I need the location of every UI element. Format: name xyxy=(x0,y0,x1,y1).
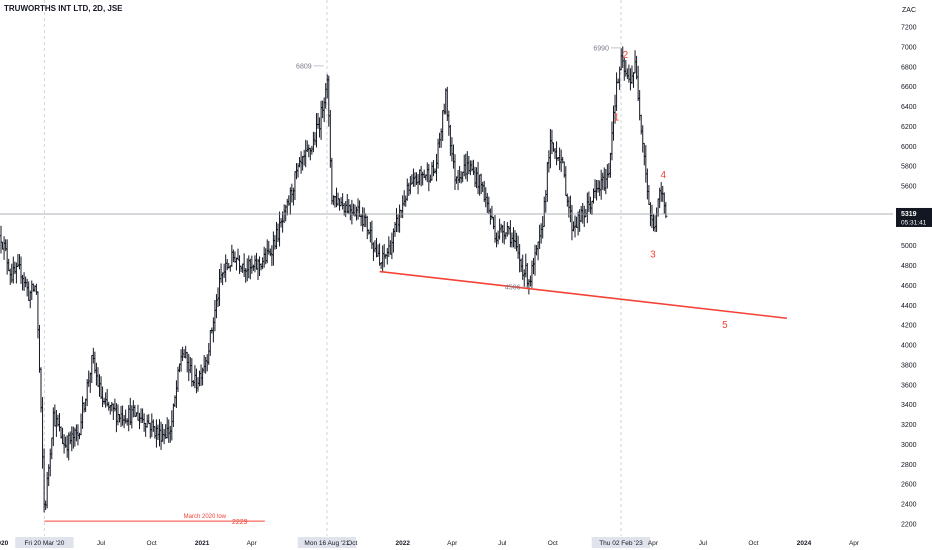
march-2020-low-value: 2229 xyxy=(232,519,248,526)
currency-label: ZAC xyxy=(902,7,916,14)
price-tick-label: 5600 xyxy=(901,184,917,191)
time-tick-label: Apr xyxy=(447,540,458,547)
price-tick-label: 4800 xyxy=(901,263,917,270)
ohlc-bar xyxy=(664,202,668,219)
time-highlight-badge xyxy=(15,537,74,548)
wave-label: 1 xyxy=(614,112,620,123)
current-price-value: 5319 xyxy=(901,211,917,218)
price-tick-label: 3800 xyxy=(901,362,917,369)
price-tick-label: 3200 xyxy=(901,422,917,429)
time-highlight-badge xyxy=(591,537,651,548)
time-tick-label: Apr xyxy=(849,540,860,547)
time-tick-label: Oct xyxy=(347,540,357,547)
time-tick-label: Oct xyxy=(748,540,758,547)
chart-title: TRUWORTHS INT LTD, 2D, JSE xyxy=(4,4,123,13)
price-tick-label: 6200 xyxy=(901,124,917,131)
ohlc-bars xyxy=(0,46,668,513)
current-price-badge xyxy=(896,207,932,227)
time-highlight-label: Fri 20 Mar '20 xyxy=(24,540,64,547)
bar-countdown: 05:31:41 xyxy=(901,219,927,226)
time-tick-label: Jul xyxy=(97,540,106,547)
price-tick-label: 6000 xyxy=(901,144,917,151)
time-tick-label: Jul xyxy=(699,540,708,547)
price-tick-label: 2800 xyxy=(901,462,917,469)
price-tick-label: 6400 xyxy=(901,104,917,111)
price-tick-label: 2400 xyxy=(901,502,917,509)
drawings xyxy=(0,213,893,522)
time-tick-label: Apr xyxy=(247,540,258,547)
vertical-crosshair-lines xyxy=(43,0,622,536)
wave-label: 4 xyxy=(661,170,667,181)
price-annotation-label: 6990 xyxy=(593,45,609,52)
price-tick-label: 2600 xyxy=(901,482,917,489)
time-tick-label: 2020 xyxy=(0,540,9,547)
time-highlight-label: Mon 16 Aug '21 xyxy=(304,540,349,547)
time-tick-label: Oct xyxy=(548,540,558,547)
price-tick-label: 5000 xyxy=(901,243,917,250)
price-tick-label: 4600 xyxy=(901,283,917,290)
time-highlight-label: Thu 02 Feb '23 xyxy=(599,540,643,547)
price-tick-label: 7200 xyxy=(901,25,917,32)
price-tick-label: 7000 xyxy=(901,44,917,51)
time-tick-label: Jul xyxy=(498,540,507,547)
time-tick-label: Oct xyxy=(147,540,157,547)
price-tick-label: 3600 xyxy=(901,382,917,389)
time-tick-label: 2024 xyxy=(797,540,812,547)
time-tick-label: 2022 xyxy=(396,540,411,547)
price-tick-label: 6600 xyxy=(901,84,917,91)
price-annotation-label: 6809 xyxy=(296,63,312,70)
price-tick-label: 3000 xyxy=(901,442,917,449)
price-tick-label: 6800 xyxy=(901,64,917,71)
price-annotation-label: 4586 xyxy=(505,284,521,291)
wave-label: 2 xyxy=(623,50,629,61)
wave-label: 3 xyxy=(650,250,656,261)
price-tick-label: 3400 xyxy=(901,402,917,409)
time-highlight-badge xyxy=(297,537,357,548)
march-2020-low-label: March 2020 low xyxy=(184,514,227,520)
wave-label: 5 xyxy=(722,320,728,331)
price-axis[interactable]: ZAC 2200 2400 2600 2800 3000 3200 3400 3600 3800 4… xyxy=(896,7,932,529)
price-tick-label: 5800 xyxy=(901,164,917,171)
time-tick-label: 2021 xyxy=(195,540,210,547)
annotations: March 2020 low 2229 6809 6990 4586 1 2 3 4 5 xyxy=(184,45,728,526)
price-tick-label: 4400 xyxy=(901,303,917,310)
price-tick-label: 4200 xyxy=(901,323,917,330)
support-trendline xyxy=(379,270,788,320)
time-axis[interactable]: 2020Fri 20 Mar '20JulOct2021AprJMon 16 A… xyxy=(0,537,860,548)
time-tick-label: Apr xyxy=(648,540,659,547)
price-tick-label: 4000 xyxy=(901,343,917,350)
price-tick-label: 2200 xyxy=(901,522,917,529)
